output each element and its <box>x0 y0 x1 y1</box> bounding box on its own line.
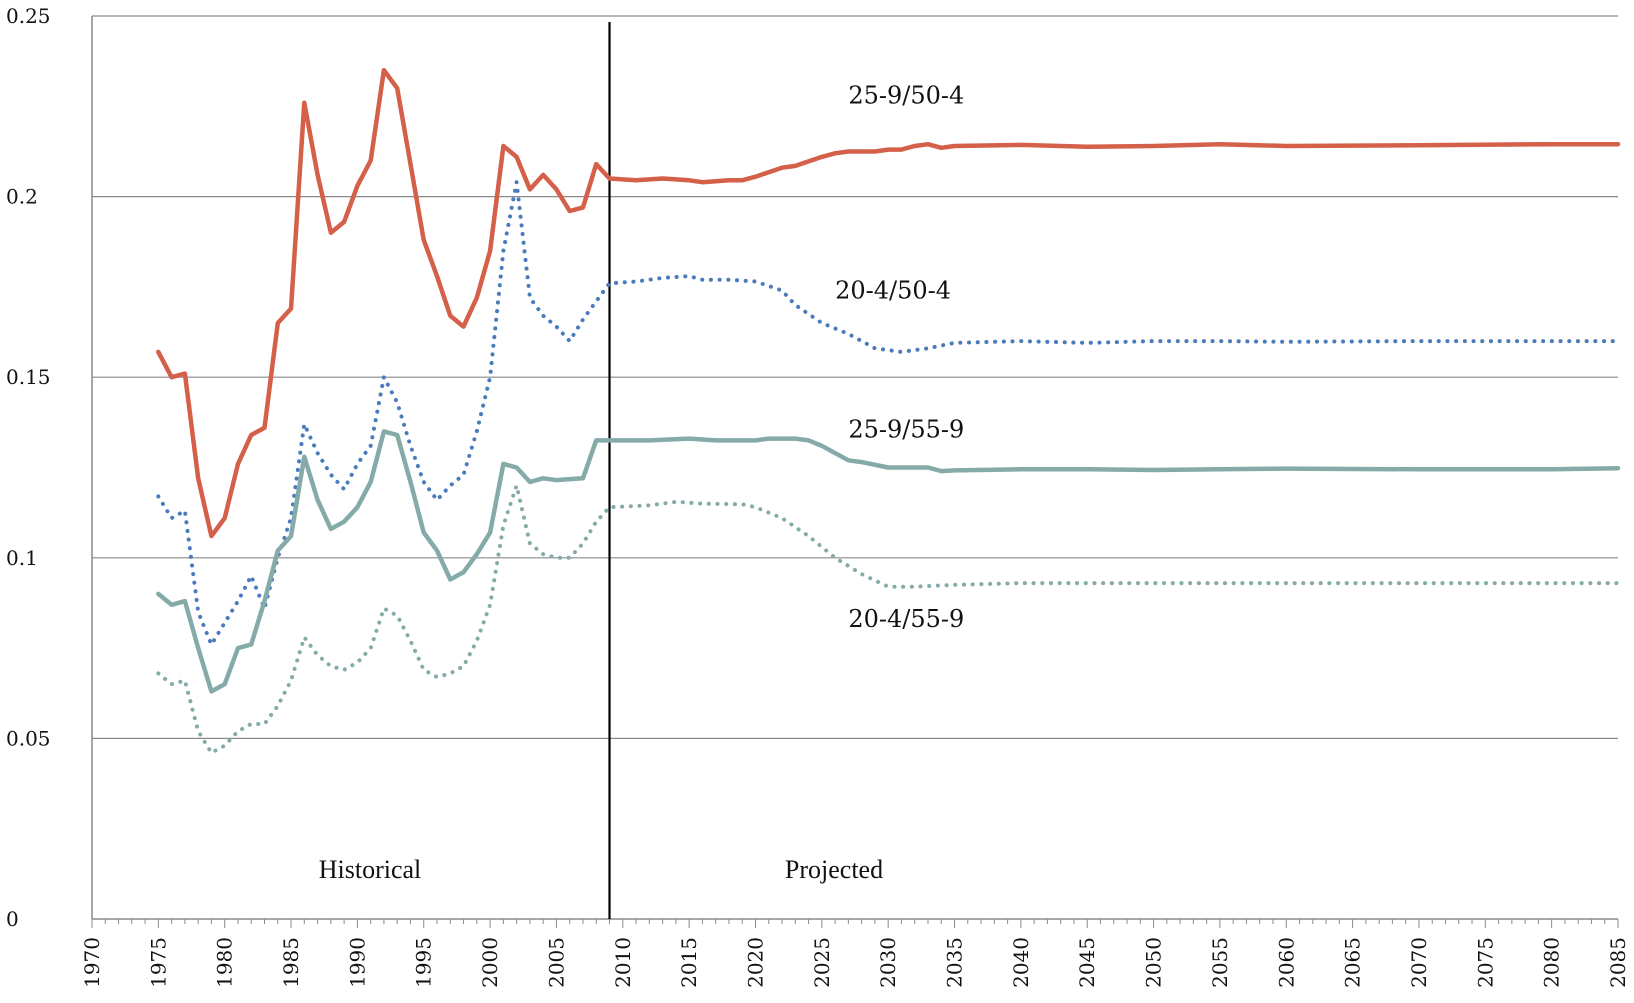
x-tick-label: 2050 <box>1142 937 1166 988</box>
series-labels: 25-9/50-4 20-4/50-4 25-9/55-9 20-4/55-9 <box>835 81 964 633</box>
x-tick-label: 2080 <box>1540 937 1564 988</box>
x-tick-label: 2020 <box>743 937 767 988</box>
y-axis-ticks: 0 0.05 0.1 0.15 0.2 0.25 <box>6 4 51 931</box>
y-tick-label: 0.1 <box>6 546 38 570</box>
x-tick-label: 2055 <box>1208 937 1232 988</box>
series-line-2 <box>156 180 1620 647</box>
x-tick-label: 2060 <box>1274 937 1298 988</box>
x-tick-label: 1980 <box>213 937 237 988</box>
x-tick-label: 1970 <box>80 937 104 988</box>
y-tick-label: 0 <box>6 907 19 931</box>
x-tick-label: 2065 <box>1341 937 1365 988</box>
x-tick-label: 1995 <box>412 937 436 988</box>
y-tick-label: 0.15 <box>6 365 51 389</box>
x-tick-label: 2070 <box>1407 937 1431 988</box>
x-tick-label: 1990 <box>345 937 369 988</box>
x-tick-label: 2030 <box>876 937 900 988</box>
axes <box>91 16 1619 928</box>
series-lines <box>156 67 1621 755</box>
x-tick-label: 2035 <box>943 937 967 988</box>
x-tick-label: 2040 <box>1009 937 1033 988</box>
series-label-4: 20-4/55-9 <box>848 605 964 633</box>
series-label-3: 25-9/55-9 <box>848 416 964 444</box>
x-tick-label: 1985 <box>279 937 303 988</box>
y-tick-label: 0.2 <box>6 185 38 209</box>
y-tick-label: 0.25 <box>6 4 51 28</box>
historical-label: Historical <box>319 855 422 884</box>
x-tick-label: 2085 <box>1606 937 1630 988</box>
x-tick-label: 2000 <box>478 937 502 988</box>
x-tick-label: 2010 <box>611 937 635 988</box>
series-label-2: 20-4/50-4 <box>835 277 951 305</box>
series-label-1: 25-9/50-4 <box>848 81 964 109</box>
x-axis-ticks: 1970 1975 1980 1985 1990 1995 2000 2005 2010 2015… <box>80 937 1630 988</box>
x-tick-label: 1975 <box>146 937 170 988</box>
x-tick-label: 2045 <box>1075 937 1099 988</box>
y-tick-label: 0.05 <box>6 726 51 750</box>
series-line-4 <box>156 483 1620 755</box>
series-line-3 <box>156 429 1621 694</box>
gridlines <box>92 15 1618 740</box>
projected-label: Projected <box>785 855 883 884</box>
x-tick-label: 2005 <box>544 937 568 988</box>
x-tick-label: 2075 <box>1473 937 1497 988</box>
x-tick-label: 2015 <box>677 937 701 988</box>
series-line-1 <box>156 67 1621 539</box>
x-tick-label: 2025 <box>810 937 834 988</box>
